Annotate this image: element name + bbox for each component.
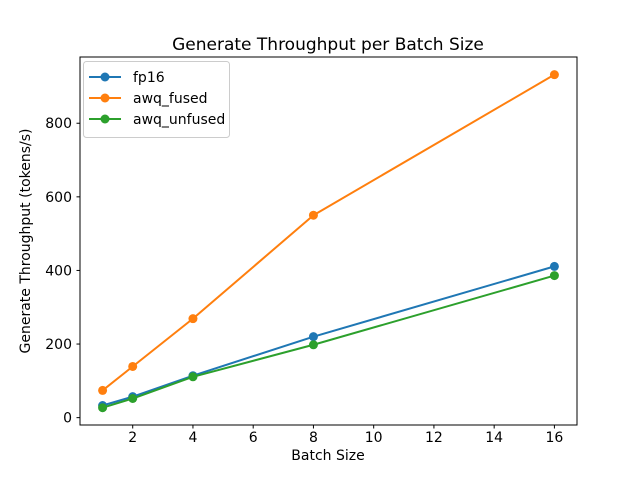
- y-tick-label: 200: [45, 337, 72, 353]
- data-point-awq_fused: [188, 314, 198, 324]
- legend-label-awq_unfused: awq_unfused: [133, 112, 225, 128]
- data-point-fp16: [549, 261, 559, 271]
- legend-label-fp16: fp16: [133, 70, 165, 86]
- data-point-fp16: [308, 332, 318, 342]
- y-tick-label: 800: [45, 116, 72, 132]
- y-tick-label: 400: [45, 263, 72, 279]
- x-tick-label: 4: [188, 430, 197, 446]
- data-point-awq_fused: [308, 210, 318, 220]
- x-tick-label: 8: [309, 430, 318, 446]
- series-line-awq_unfused: [101, 274, 556, 409]
- data-point-awq_fused: [128, 361, 138, 371]
- chart-title: Generate Throughput per Batch Size: [172, 35, 484, 55]
- y-tick-label: 600: [45, 190, 72, 206]
- legend-marker-awq_fused: [100, 93, 110, 103]
- x-tick-label: 12: [425, 430, 443, 446]
- data-series: [98, 70, 559, 413]
- x-tick-label: 16: [545, 430, 563, 446]
- axis-ticks: 2 4 6 8 10 12 14 16 0 200 400 600 800: [45, 116, 563, 446]
- x-axis-label: Batch Size: [291, 448, 364, 464]
- legend-marker-awq_unfused: [100, 114, 110, 124]
- y-tick-label: 0: [63, 411, 72, 427]
- plot-area-spines: [79, 56, 578, 426]
- y-axis-label: Generate Throughput (tokens/s): [18, 129, 34, 354]
- data-point-awq_fused: [549, 70, 559, 80]
- legend: fp16 awq_fused awq_unfused: [83, 61, 230, 138]
- x-tick-label: 10: [365, 430, 383, 446]
- data-point-awq_unfused: [308, 340, 318, 350]
- x-tick-label: 2: [128, 430, 137, 446]
- legend-marker-fp16: [100, 72, 110, 82]
- data-point-awq_unfused: [549, 271, 559, 281]
- legend-label-awq_fused: awq_fused: [133, 91, 208, 107]
- data-point-awq_fused: [98, 385, 108, 395]
- x-tick-label: 14: [485, 430, 503, 446]
- data-point-awq_unfused: [98, 403, 108, 413]
- data-point-awq_unfused: [128, 394, 138, 404]
- data-point-awq_unfused: [188, 372, 198, 382]
- x-tick-label: 6: [249, 430, 258, 446]
